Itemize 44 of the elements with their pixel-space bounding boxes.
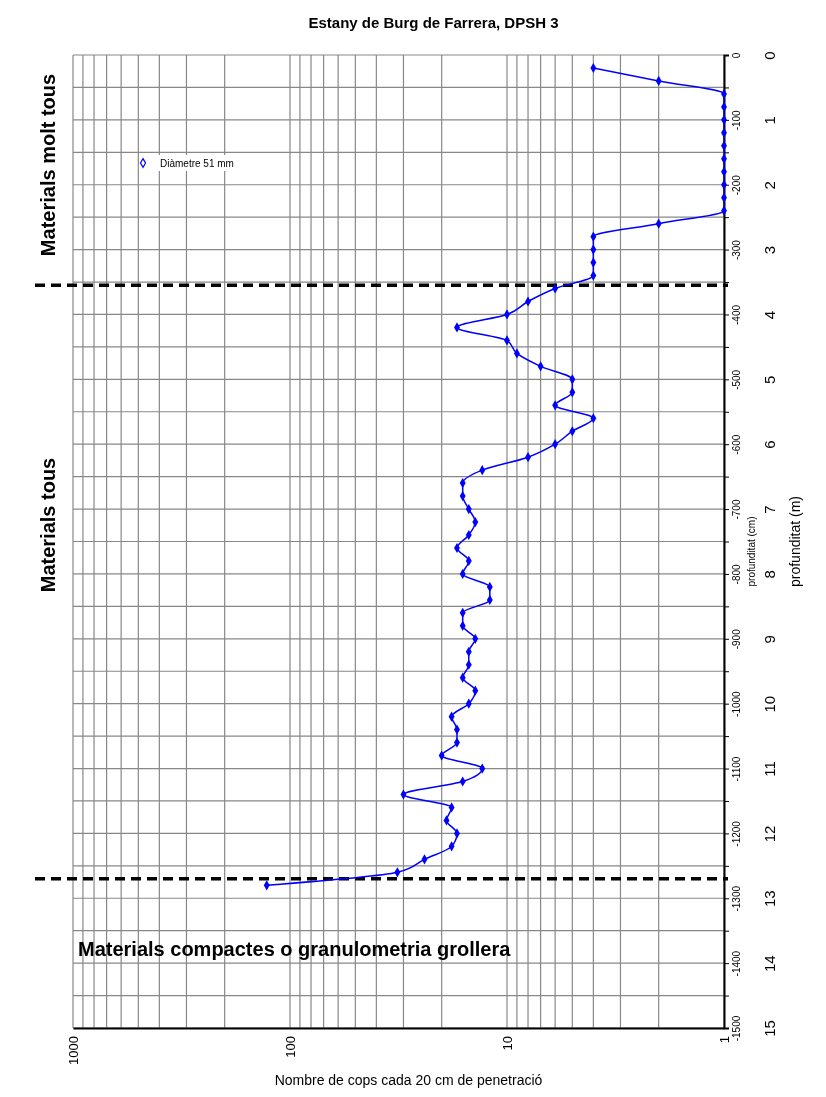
y2-axis-title: profunditat (m) xyxy=(787,495,803,588)
legend-label: Diàmetre 51 mm xyxy=(160,157,234,169)
annotation: Materials compactes o granulometria grollera xyxy=(78,938,512,960)
y2-tick-label: 5 xyxy=(761,375,779,385)
y2-tick-label: 7 xyxy=(761,505,779,514)
y-tick-label: -500 xyxy=(730,369,742,390)
y2-tick-label: 13 xyxy=(761,890,779,908)
y2-tick-label: 1 xyxy=(761,116,779,125)
y-tick-label: -200 xyxy=(730,174,742,196)
y2-tick-label: 3 xyxy=(761,245,779,255)
y2-tick-label: 6 xyxy=(761,440,779,449)
y-tick-label: -300 xyxy=(730,239,742,261)
y-tick-label: -1200 xyxy=(730,820,742,847)
y2-tick-label: 0 xyxy=(761,51,779,60)
x-axis-title: Nombre de cops cada 20 cm de penetració xyxy=(274,1072,543,1088)
y-tick-label: -800 xyxy=(730,563,742,585)
y2-tick-label: 15 xyxy=(761,1020,779,1037)
y-tick-label: -1500 xyxy=(730,1015,742,1042)
y2-tick-label: 10 xyxy=(761,695,779,713)
y-axis-title: profunditat (cm) xyxy=(746,516,757,587)
y-tick-label: 0 xyxy=(730,52,742,59)
y2-tick-label: 4 xyxy=(761,310,779,320)
y2-tick-label: 8 xyxy=(761,570,779,579)
y-tick-label: -1300 xyxy=(730,885,742,912)
y2-tick-label: 9 xyxy=(761,635,779,644)
y2-tick-label: 2 xyxy=(761,181,779,190)
x-tick-label: 100 xyxy=(283,1036,299,1058)
text: Materials molt tous xyxy=(37,73,59,257)
y-tick-label: -1400 xyxy=(730,950,742,977)
y2-tick-label: 14 xyxy=(761,955,779,972)
x-tick-label: 10 xyxy=(500,1036,516,1051)
y-tick-label: -600 xyxy=(730,434,742,455)
x-tick-label: 1000 xyxy=(66,1036,82,1065)
text: Materials tous xyxy=(37,457,59,593)
y2-tick-label: 12 xyxy=(761,825,779,843)
y-tick-label: -700 xyxy=(730,499,742,520)
x-tick-label: 1 xyxy=(717,1036,733,1044)
y-tick-label: -1000 xyxy=(730,690,742,717)
y-tick-label: -1100 xyxy=(730,756,742,782)
y-tick-label: -100 xyxy=(730,109,742,131)
y-tick-label: -400 xyxy=(730,304,742,325)
y2-tick-label: 11 xyxy=(761,761,779,777)
chart-title: Estany de Burg de Farrera, DPSH 3 xyxy=(308,14,559,31)
y-tick-label: -900 xyxy=(730,628,742,650)
